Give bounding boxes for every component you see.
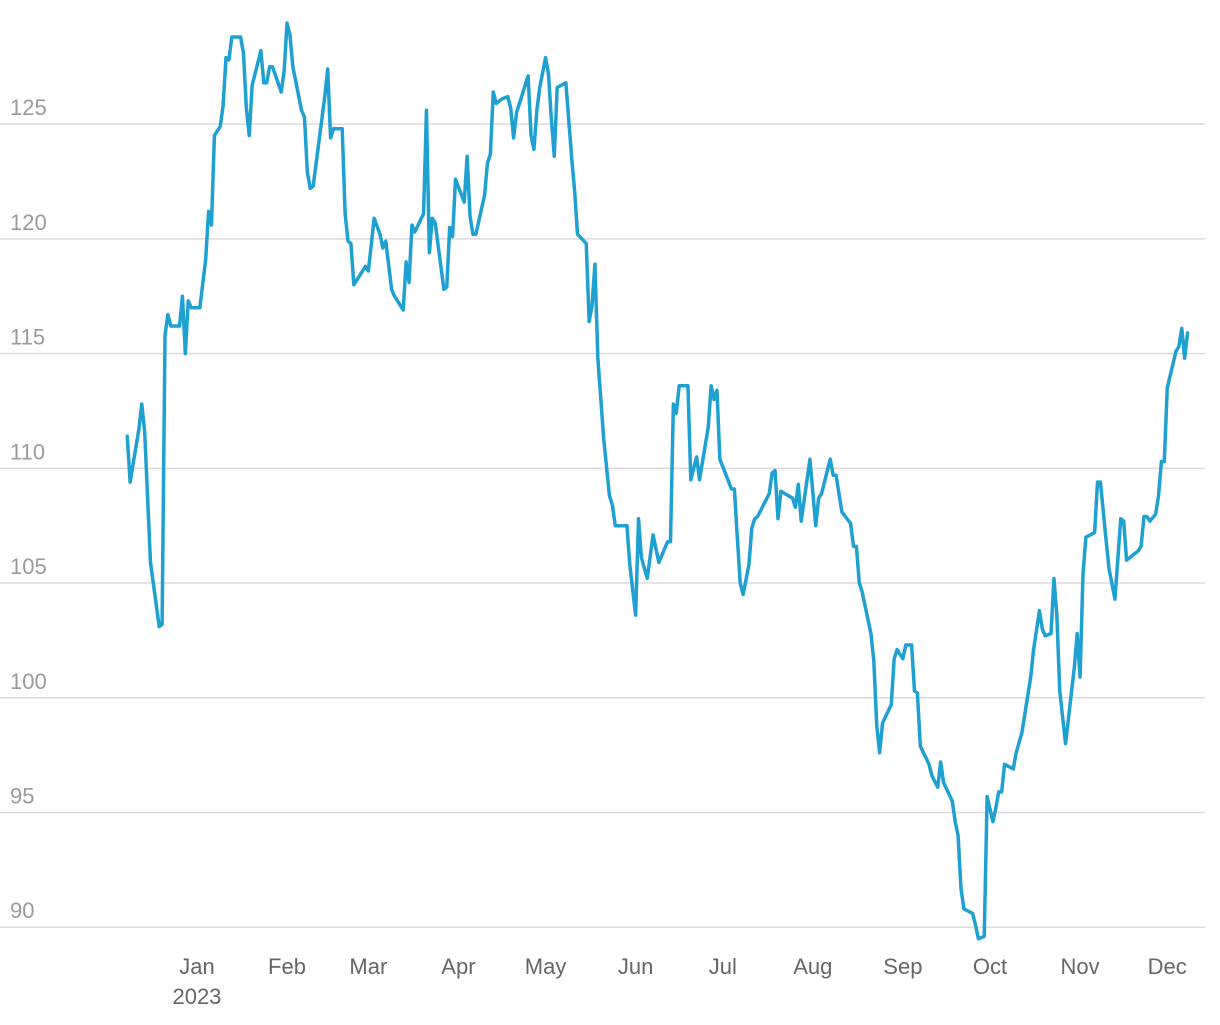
- x-tick-label: Jun: [618, 954, 653, 979]
- y-tick-label: 100: [10, 669, 47, 694]
- x-year-label: 2023: [172, 984, 221, 1009]
- x-tick-label: Dec: [1148, 954, 1187, 979]
- y-tick-label: 110: [10, 439, 45, 464]
- y-tick-label: 95: [10, 784, 34, 809]
- x-tick-label: Apr: [441, 954, 475, 979]
- x-tick-label: Nov: [1061, 954, 1100, 979]
- x-tick-label: Jan: [179, 954, 214, 979]
- y-tick-label: 120: [10, 210, 47, 235]
- x-tick-label: Aug: [793, 954, 832, 979]
- x-tick-label: Sep: [883, 954, 922, 979]
- x-tick-label: May: [525, 954, 567, 979]
- x-tick-label: Oct: [973, 954, 1007, 979]
- y-tick-label: 125: [10, 95, 47, 120]
- x-tick-label: Mar: [349, 954, 387, 979]
- x-tick-label: Jul: [709, 954, 737, 979]
- x-tick-label: Feb: [268, 954, 306, 979]
- data-line: [125, 21, 1190, 941]
- y-tick-label: 90: [10, 898, 34, 923]
- y-tick-label: 105: [10, 554, 47, 579]
- y-tick-label: 115: [10, 325, 45, 350]
